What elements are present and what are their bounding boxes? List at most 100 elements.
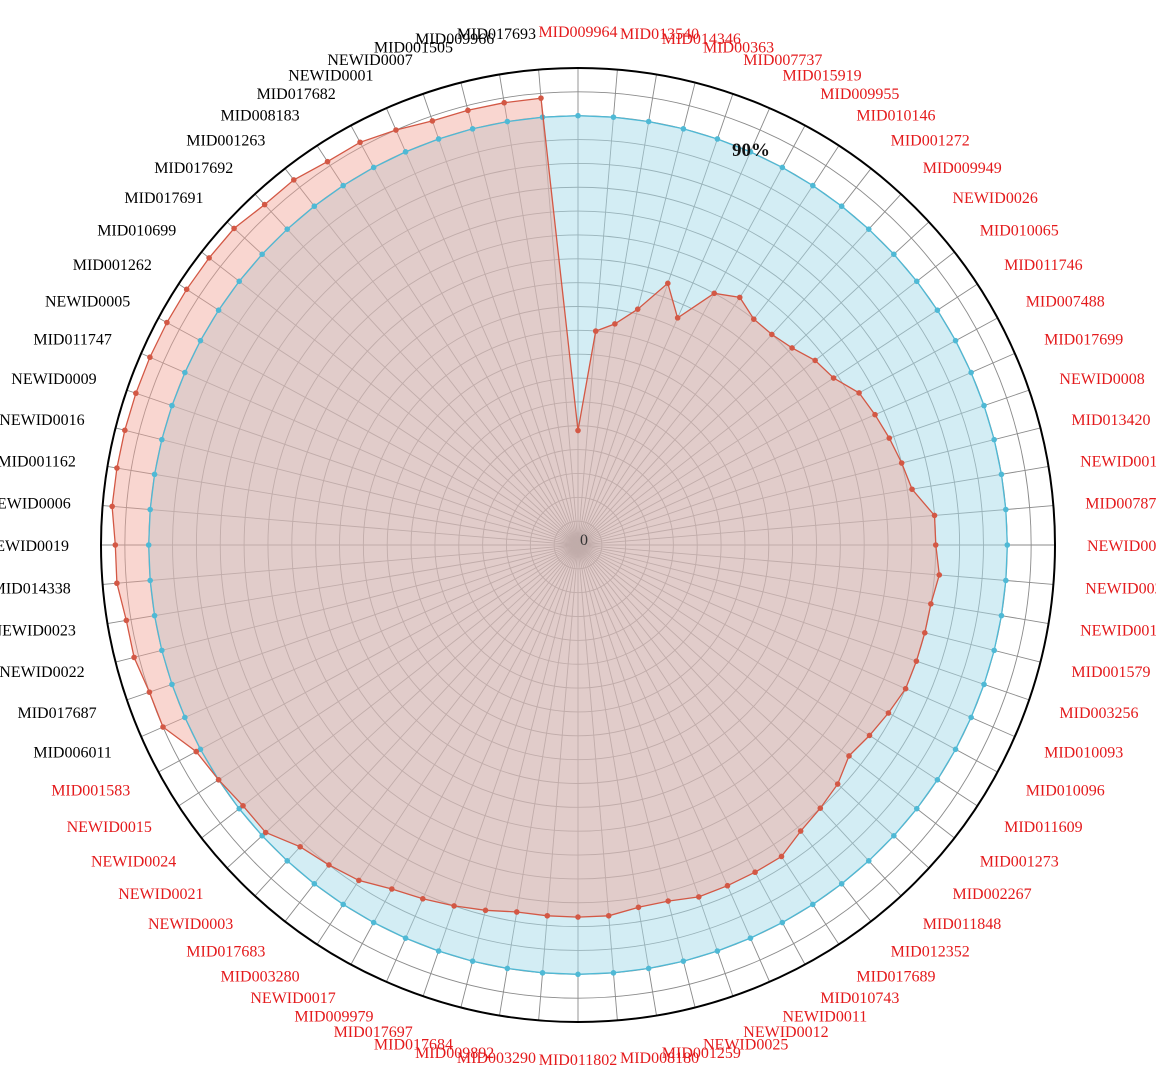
category-label: MID011848 xyxy=(923,916,1002,933)
series-2-point xyxy=(680,958,687,964)
category-label: MID009949 xyxy=(923,160,1002,177)
series-1-point xyxy=(797,828,804,834)
series-2-point xyxy=(779,164,786,171)
series-2-point xyxy=(810,901,816,908)
series-1-point xyxy=(635,904,642,911)
category-label: NEWID0024 xyxy=(91,854,176,871)
series-1-point xyxy=(131,654,137,661)
series-2-point xyxy=(779,919,786,926)
series-2-point xyxy=(151,612,158,619)
series-1-point xyxy=(133,390,139,397)
series-2-point xyxy=(370,919,377,926)
category-label: MID001272 xyxy=(891,132,970,149)
category-label: NEWID0009 xyxy=(11,371,96,388)
series-2-point xyxy=(934,307,941,313)
series-2-point xyxy=(215,307,222,313)
center-label: 0 xyxy=(580,532,588,549)
category-label: MID012352 xyxy=(891,944,970,961)
category-label: NEWID0007 xyxy=(327,52,412,69)
category-label: NEWID0023 xyxy=(0,623,76,640)
category-label: MID017683 xyxy=(186,944,265,961)
threshold-label: 90% xyxy=(732,140,770,161)
series-2-point xyxy=(504,965,511,972)
series-2-point xyxy=(610,114,617,120)
series-2-point xyxy=(1004,542,1011,548)
series-2-point xyxy=(259,251,265,258)
series-1-point xyxy=(324,158,331,165)
series-2-point xyxy=(402,935,409,941)
series-1-point xyxy=(122,427,128,434)
series-1-point xyxy=(834,781,841,787)
category-label: MID001273 xyxy=(980,854,1059,871)
category-label: MID017692 xyxy=(154,160,233,177)
series-1-point xyxy=(872,411,878,418)
category-label: MID017687 xyxy=(17,705,96,722)
category-label: MID001259 xyxy=(662,1045,741,1062)
category-label: MID007872 xyxy=(1085,496,1156,513)
series-1-point xyxy=(909,486,915,493)
series-1-point xyxy=(922,630,928,636)
category-label: NEWID0003 xyxy=(148,916,233,933)
category-label: MID009979 xyxy=(294,1009,373,1026)
series-2-point xyxy=(182,714,188,721)
series-1-point xyxy=(932,542,939,548)
category-label: NEWID0008 xyxy=(1059,371,1144,388)
category-label: MID013540 xyxy=(620,26,699,43)
series-1-point xyxy=(231,225,237,232)
category-label: MID017689 xyxy=(856,968,935,985)
series-1-point xyxy=(538,95,544,101)
series-2-point xyxy=(236,278,243,285)
category-label: MID017697 xyxy=(334,1024,413,1041)
category-label: MID010699 xyxy=(97,222,176,239)
series-1-point xyxy=(482,907,489,914)
series-1-point xyxy=(789,345,795,351)
series-1-point xyxy=(393,127,399,133)
series-1-point xyxy=(326,862,332,868)
series-2-point xyxy=(610,970,617,976)
category-label: MID010093 xyxy=(1044,745,1123,762)
series-1-point xyxy=(592,328,599,334)
series-2-point xyxy=(169,402,175,409)
category-label: MID017684 xyxy=(374,1036,453,1053)
series-area-2 xyxy=(148,115,1008,975)
series-1-point xyxy=(830,375,837,381)
category-label: NEWID0013 xyxy=(1080,623,1156,640)
series-1-point xyxy=(183,286,190,293)
series-1-point xyxy=(913,658,920,664)
category-label: NEWID0020 xyxy=(1085,580,1156,597)
series-1-point xyxy=(109,503,115,510)
series-2-point xyxy=(575,112,581,119)
category-label: MID003290 xyxy=(457,1050,536,1067)
series-2-point xyxy=(469,958,476,964)
series-1-point xyxy=(123,617,130,624)
series-2-point xyxy=(284,858,291,864)
series-2-point xyxy=(838,880,845,887)
category-label: MID009892 xyxy=(415,1045,494,1062)
series-2-point xyxy=(402,149,409,155)
series-2-point xyxy=(968,714,974,721)
category-label: MID011802 xyxy=(539,1052,618,1069)
category-label: MID014338 xyxy=(0,580,71,597)
series-2-point xyxy=(991,436,997,443)
series-1-point xyxy=(605,912,612,919)
category-label: MID009966 xyxy=(415,31,494,48)
category-label: NEWID0011 xyxy=(783,1009,868,1026)
series-1-point xyxy=(674,315,681,321)
series-2-point xyxy=(913,278,920,285)
series-1-point xyxy=(856,390,862,396)
category-label: MID017693 xyxy=(457,26,536,43)
series-1-point xyxy=(778,853,785,860)
series-2-point xyxy=(311,203,318,210)
category-label: MID001263 xyxy=(186,132,265,149)
category-label: NEWID0026 xyxy=(953,190,1038,207)
series-2-point xyxy=(159,647,165,654)
series-2-point xyxy=(539,970,546,976)
category-label: MID017682 xyxy=(257,86,336,103)
series-1-point xyxy=(164,319,170,326)
series-1-point xyxy=(240,802,246,809)
series-2-point xyxy=(865,858,872,864)
series-2-point xyxy=(151,471,158,478)
series-1-point xyxy=(357,139,363,146)
series-2-point xyxy=(645,965,652,972)
series-1-point xyxy=(817,805,824,812)
